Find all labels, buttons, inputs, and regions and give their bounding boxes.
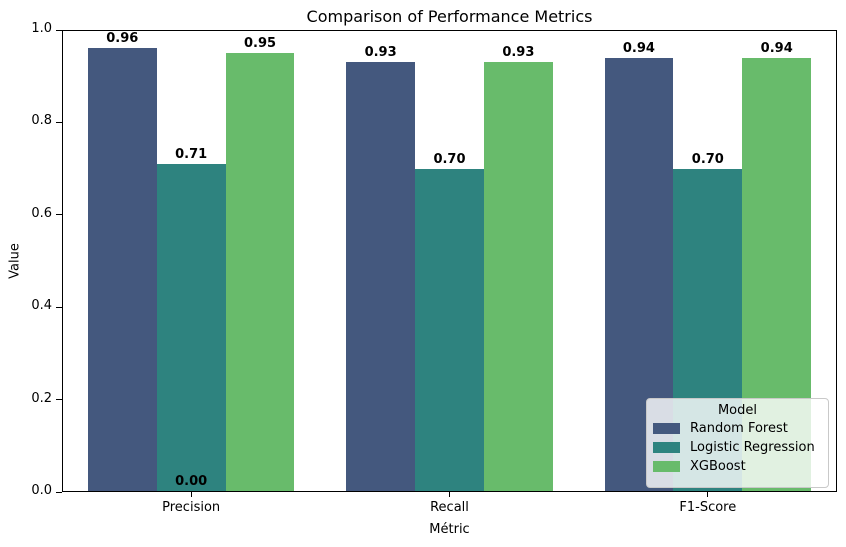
legend-item-random-forest: Random Forest <box>653 421 822 436</box>
chart-title: Comparison of Performance Metrics <box>306 7 593 26</box>
y-tick-label: 1.0 <box>31 21 52 36</box>
y-tick-label: 0.0 <box>31 483 52 498</box>
bar-value-label: 0.95 <box>244 36 277 52</box>
legend-item-xgboost: XGBoost <box>653 459 822 474</box>
legend-swatch-logistic-regression <box>653 442 680 453</box>
y-tick-mark <box>56 121 62 123</box>
bar-value-label-extra: 0.00 <box>175 474 208 489</box>
bar-value-label: 0.70 <box>433 151 466 167</box>
bar-random-forest-precision <box>87 48 157 492</box>
legend-items: Random Forest Logistic Regression XGBoost <box>653 421 822 474</box>
x-tick-mark <box>449 492 450 497</box>
y-tick-mark <box>56 306 62 308</box>
bar-value-label: 0.93 <box>502 45 535 61</box>
legend-item-logistic-regression: Logistic Regression <box>653 440 822 455</box>
x-tick-label-recall: Recall <box>430 500 469 515</box>
legend-swatch-random-forest <box>653 423 680 434</box>
bar-logistic-regression-recall <box>415 168 484 492</box>
x-tick-label-f1-score: F1-Score <box>679 500 737 515</box>
legend: Model Random Forest Logistic Regression XG… <box>646 398 829 488</box>
bar-value-label: 0.94 <box>760 40 793 56</box>
legend-swatch-xgboost <box>653 461 680 472</box>
bar-xgboost-precision <box>225 53 295 492</box>
y-tick-mark <box>56 491 62 493</box>
legend-label: Logistic Regression <box>690 440 815 455</box>
y-axis-label: Value <box>7 243 23 279</box>
bar-logistic-regression-precision <box>156 163 226 492</box>
bar-random-forest-recall <box>346 62 416 492</box>
y-tick-label: 0.6 <box>31 205 52 221</box>
bar-value-label: 0.94 <box>622 40 655 56</box>
bar-value-label: 0.93 <box>364 45 397 61</box>
y-tick-label: 0.8 <box>31 113 52 129</box>
bar-value-label: 0.71 <box>175 146 208 162</box>
bar-value-label: 0.96 <box>106 31 139 47</box>
x-tick-mark <box>707 492 709 497</box>
y-tick-label: 0.2 <box>31 390 52 406</box>
y-tick-label: 0.4 <box>31 298 52 314</box>
x-tick-label-precision: Precision <box>162 500 221 515</box>
legend-label: Random Forest <box>690 421 788 436</box>
y-tick-mark <box>56 214 62 216</box>
x-axis-label: Métric <box>429 522 470 537</box>
x-tick-mark <box>190 492 192 497</box>
y-tick-mark <box>56 399 62 401</box>
bar-value-label: 0.70 <box>691 151 724 167</box>
legend-label: XGBoost <box>690 459 746 474</box>
y-tick-mark <box>56 29 62 31</box>
legend-title: Model <box>717 403 758 418</box>
bar-xgboost-recall <box>483 62 553 492</box>
